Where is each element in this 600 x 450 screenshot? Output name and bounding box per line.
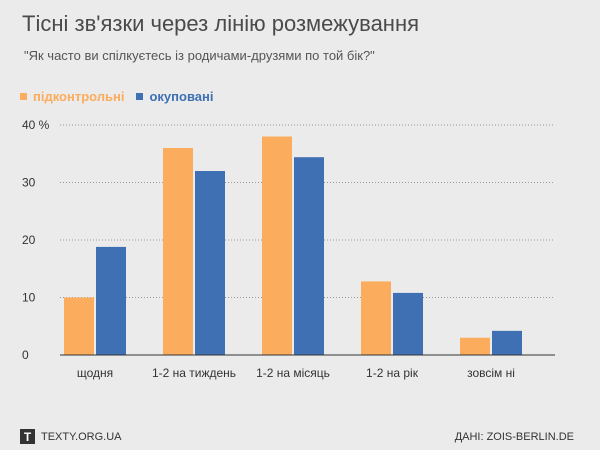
texty-logo: T — [20, 429, 35, 444]
x-tick-label: щодня — [77, 366, 113, 380]
bar-occupied — [96, 246, 126, 355]
legend-swatch-occupied — [136, 93, 144, 100]
x-tick-label: 1-2 на рік — [366, 366, 419, 380]
y-tick-label: 0 — [22, 348, 29, 362]
legend-item-occupied: окуповані — [136, 89, 213, 104]
bar-controlled — [64, 297, 94, 355]
legend-label-controlled: підконтрольні — [33, 89, 125, 104]
y-tick-label: 20 — [22, 233, 36, 247]
legend-swatch-controlled — [20, 93, 27, 100]
x-tick-label: 1-2 на місяць — [256, 366, 330, 380]
bar-controlled — [361, 281, 391, 355]
x-tick-label: зовсім ні — [467, 366, 515, 380]
legend-label-occupied: окуповані — [149, 89, 214, 104]
bar-occupied — [492, 330, 522, 355]
bar-controlled — [163, 148, 193, 355]
legend: підконтрольні окуповані — [20, 89, 225, 104]
footer-site: TEXTY.ORG.UA — [41, 430, 122, 443]
bar-controlled — [262, 136, 292, 355]
chart-title: Тісні зв'язки через лінію розмежування — [22, 11, 420, 36]
y-tick-label: 30 — [22, 176, 36, 190]
bar-occupied — [294, 157, 324, 355]
y-tick-label: 40 % — [22, 118, 50, 132]
bar-occupied — [195, 171, 225, 355]
x-tick-label: 1-2 на тиждень — [152, 366, 236, 380]
bar-controlled — [460, 337, 490, 355]
bar-occupied — [393, 292, 423, 355]
footer-source: ДАНІ: ZOIS-BERLIN.DE — [454, 431, 574, 443]
legend-item-controlled: підконтрольні — [20, 89, 124, 104]
y-tick-label: 10 — [22, 291, 36, 305]
footer-brand: T TEXTY.ORG.UA — [20, 429, 121, 444]
chart-subtitle: "Як часто ви спілкуєтесь із родичами-дру… — [24, 48, 375, 63]
